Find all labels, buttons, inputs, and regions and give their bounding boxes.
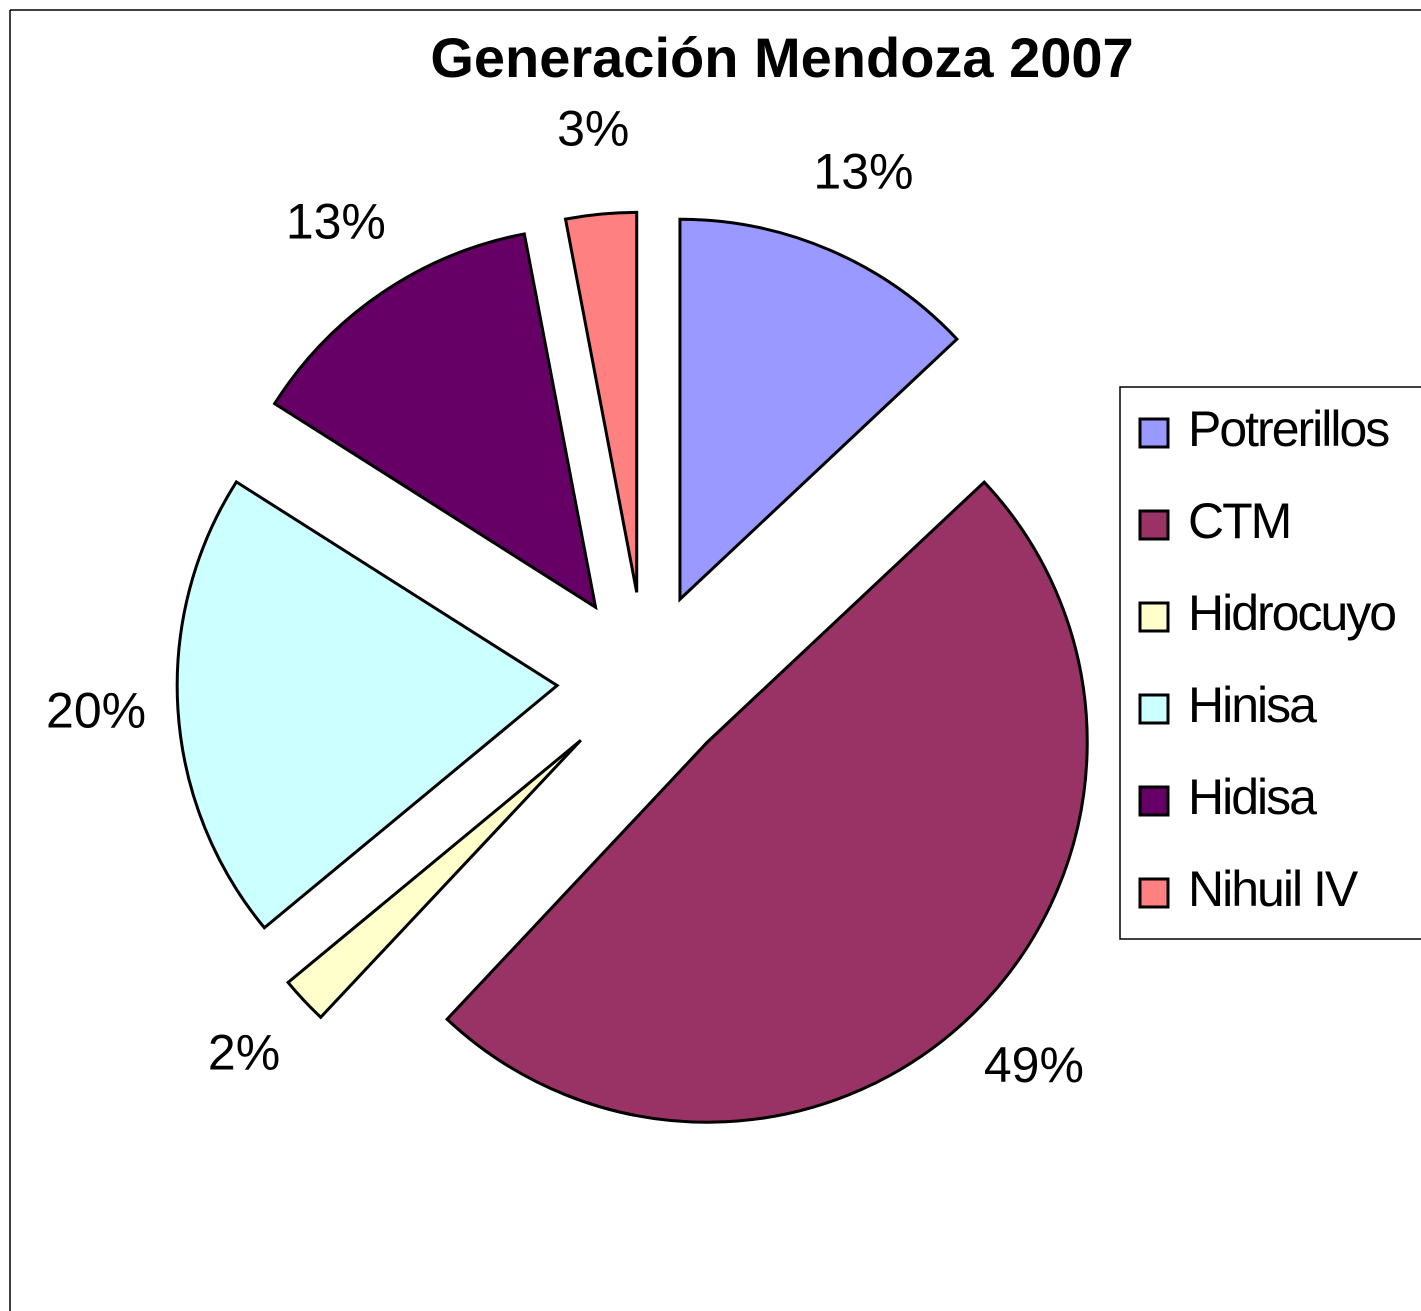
legend-label: Potrerillos: [1188, 401, 1389, 457]
pie-slice: [444, 479, 1089, 1124]
data-label: 13%: [286, 193, 386, 249]
legend-swatch: [1138, 785, 1170, 817]
pie-slice: [563, 210, 639, 593]
legend-swatch: [1138, 601, 1170, 633]
pie-slice: [678, 217, 960, 603]
data-label: 13%: [813, 143, 913, 199]
legend-label: CTM: [1188, 493, 1290, 549]
pie-slice: [175, 479, 560, 930]
legend-label: Hidrocuyo: [1188, 585, 1395, 641]
legend-label: Hinisa: [1188, 677, 1317, 733]
legend-swatch: [1138, 417, 1170, 449]
data-label: 49%: [984, 1037, 1084, 1093]
chart-title: Generación Mendoza 2007: [430, 26, 1133, 89]
data-label: 20%: [46, 683, 146, 739]
legend-label: Hidisa: [1188, 769, 1317, 825]
legend-swatch: [1138, 877, 1170, 909]
legend-label: Nihuil IV: [1188, 861, 1359, 917]
data-label: 2%: [208, 1025, 280, 1081]
legend-box: [1119, 386, 1421, 940]
pie-slice: [272, 232, 598, 611]
legend-swatch: [1138, 693, 1170, 725]
pie-slice: [285, 739, 582, 1020]
data-label: 3%: [557, 101, 629, 157]
legend-swatch: [1138, 509, 1170, 541]
